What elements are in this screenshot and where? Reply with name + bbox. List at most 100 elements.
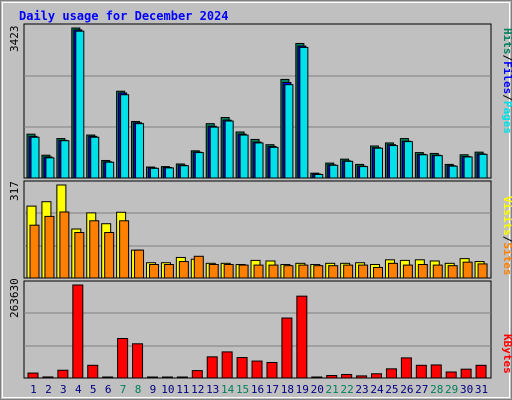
day-label-22: 22 [340, 383, 353, 396]
day-label-31: 31 [475, 383, 488, 396]
day-label-21: 21 [326, 383, 339, 396]
bar-kbytes-day-25 [385, 368, 397, 379]
bar-visits-day-29 [447, 265, 458, 279]
bar-pages-day-17 [269, 146, 279, 179]
bar-visits-day-7 [119, 220, 130, 279]
day-labels: 1 2 3 4 5 6 7 8 9 10 11 12 13 14 15 16 17 18 19 20 21 22 23 24 2… [30, 383, 488, 396]
bar-pages-day-30 [463, 156, 473, 179]
bar-pages-day-31 [478, 153, 488, 179]
bar-kbytes-day-20 [311, 376, 323, 379]
legend-sep-2: / [501, 94, 512, 101]
day-label-3: 3 [60, 383, 67, 396]
day-label-17: 17 [266, 383, 279, 396]
bar-pages-day-29 [448, 165, 458, 179]
day-label-24: 24 [370, 383, 384, 396]
day-label-23: 23 [355, 383, 368, 396]
bar-pages-day-16 [254, 142, 264, 179]
legend-hits-files-pages: Hits/Files/Pages [501, 28, 512, 134]
bar-kbytes-day-23 [356, 375, 368, 379]
bar-visits-day-3 [59, 211, 70, 279]
day-label-9: 9 [150, 383, 157, 396]
bar-visits-day-26 [402, 264, 413, 279]
bar-pages-day-9 [149, 167, 159, 179]
day-label-10: 10 [161, 383, 174, 396]
bar-pages-day-28 [433, 155, 443, 179]
bar-visits-day-4 [74, 232, 85, 279]
bar-visits-day-11 [178, 261, 189, 279]
bar-pages-day-21 [329, 164, 339, 179]
day-label-13: 13 [206, 383, 219, 396]
bar-kbytes-day-27 [415, 364, 427, 379]
bar-pages-day-6 [105, 161, 115, 179]
bar-visits-day-24 [373, 266, 384, 279]
bar-pages-day-13 [209, 126, 219, 179]
day-label-26: 26 [400, 383, 413, 396]
bar-kbytes-day-22 [341, 373, 353, 379]
day-label-2: 2 [45, 383, 52, 396]
bar-kbytes-day-26 [400, 357, 412, 379]
bar-kbytes-day-6 [102, 376, 114, 379]
bar-kbytes-day-31 [475, 364, 487, 379]
legend-pages: Pages [501, 101, 512, 134]
bar-visits-day-25 [387, 262, 398, 279]
chart-title: Daily usage for December 2024 [19, 9, 229, 23]
bar-visits-day-17 [268, 264, 279, 279]
legend-sep-1: / [501, 55, 512, 62]
bar-pages-day-8 [135, 123, 145, 179]
day-label-19: 19 [296, 383, 309, 396]
bar-kbytes-day-14 [221, 351, 233, 379]
bar-visits-day-31 [477, 263, 488, 279]
panels [23, 23, 492, 379]
bar-visits-day-19 [298, 264, 309, 279]
bar-visits-day-14 [223, 264, 234, 279]
day-label-20: 20 [311, 383, 324, 396]
day-label-5: 5 [90, 383, 97, 396]
bar-visits-day-12 [193, 255, 204, 279]
bar-kbytes-day-1 [27, 372, 39, 379]
legend-visits-sites: Visits/Sites [501, 196, 512, 276]
bar-kbytes-day-18 [281, 317, 293, 379]
bar-visits-day-21 [328, 265, 339, 279]
day-label-4: 4 [75, 383, 82, 396]
bar-visits-day-2 [44, 215, 55, 279]
bar-visits-day-15 [238, 264, 249, 279]
bar-visits-day-8 [134, 249, 145, 279]
bar-kbytes-day-29 [445, 371, 457, 379]
bar-pages-day-18 [284, 84, 294, 179]
bar-visits-day-18 [283, 265, 294, 279]
bar-pages-day-10 [164, 167, 174, 179]
bar-kbytes-day-9 [146, 376, 158, 379]
bar-pages-day-12 [194, 152, 204, 179]
day-label-15: 15 [236, 383, 249, 396]
bar-visits-day-1 [29, 224, 40, 279]
bar-pages-day-2 [45, 157, 55, 179]
bar-kbytes-day-15 [236, 357, 248, 379]
bar-pages-day-23 [359, 166, 369, 179]
bar-pages-day-3 [60, 140, 70, 179]
bar-pages-day-19 [299, 46, 309, 179]
bar-visits-day-13 [208, 264, 219, 279]
bar-visits-day-30 [462, 261, 473, 279]
bar-kbytes-day-17 [266, 361, 278, 379]
day-label-27: 27 [415, 383, 428, 396]
bars [26, 27, 488, 379]
day-label-11: 11 [176, 383, 189, 396]
bar-pages-day-20 [314, 173, 324, 179]
bar-pages-day-11 [179, 165, 189, 179]
bar-kbytes-day-10 [161, 376, 173, 379]
bar-visits-day-28 [432, 264, 443, 279]
bar-pages-day-7 [120, 94, 130, 179]
bar-pages-day-4 [75, 30, 85, 179]
ymax-label-hits: 3423 [8, 26, 21, 53]
bar-kbytes-day-7 [117, 337, 129, 379]
bar-kbytes-day-11 [176, 376, 188, 379]
legend-hits: Hits [501, 28, 512, 55]
day-label-12: 12 [191, 383, 204, 396]
bar-kbytes-day-30 [460, 368, 472, 379]
bar-kbytes-day-24 [371, 373, 383, 379]
bar-kbytes-day-4 [72, 284, 84, 379]
day-label-28: 28 [430, 383, 443, 396]
day-label-18: 18 [281, 383, 294, 396]
